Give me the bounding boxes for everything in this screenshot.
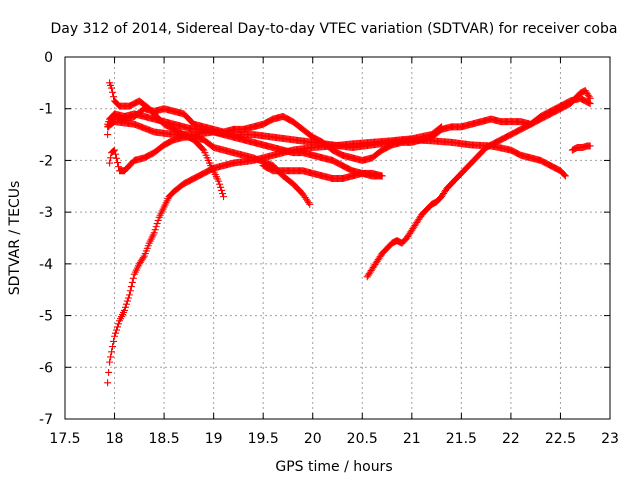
x-tick-label: 19.5	[248, 431, 279, 447]
data-point	[150, 229, 158, 237]
data-point	[585, 93, 593, 101]
data-point	[151, 226, 159, 234]
data-point	[106, 358, 114, 366]
x-tick-label: 23	[601, 431, 619, 447]
data-point	[217, 183, 225, 191]
y-tick-label: -1	[39, 102, 53, 118]
data-point	[105, 368, 113, 376]
data-point	[104, 131, 112, 139]
plot-frame	[64, 56, 611, 420]
data-point	[114, 323, 122, 331]
y-tick-label: -6	[39, 360, 53, 376]
data-point	[129, 274, 137, 282]
data-point	[218, 186, 226, 194]
data-point	[152, 223, 160, 231]
data-point	[111, 332, 119, 340]
data-point	[199, 145, 207, 153]
data-point	[127, 283, 135, 291]
data-point	[139, 254, 147, 262]
data-point	[113, 326, 121, 334]
data-point	[378, 172, 386, 180]
data-point	[112, 329, 120, 337]
data-point	[106, 159, 114, 167]
axis-ticks: 17.5 18 18.5 19 19.5 20 20.5 21 21.5 22 22.5 23 0 -1 -…	[39, 50, 619, 447]
data-point	[121, 303, 129, 311]
data-point	[306, 200, 314, 208]
data-point	[113, 154, 121, 162]
data-point	[154, 216, 162, 224]
x-tick-label: 19	[205, 431, 223, 447]
data-point	[585, 99, 593, 107]
x-tick-label: 17.5	[49, 431, 80, 447]
series-arc-i	[568, 142, 594, 154]
data-point	[111, 146, 119, 154]
data-point	[153, 220, 161, 228]
data-point	[110, 93, 118, 101]
x-tick-label: 18	[106, 431, 124, 447]
series-arc-h	[363, 87, 594, 281]
data-point	[586, 142, 594, 150]
data-point	[115, 320, 123, 328]
series-arc-g	[259, 162, 386, 183]
data-point	[104, 379, 112, 387]
x-tick-label: 20.5	[347, 431, 378, 447]
data-point	[560, 171, 568, 179]
data-point	[125, 291, 133, 299]
data-point	[108, 84, 116, 92]
data-point	[115, 163, 123, 171]
x-tick-label: 22.5	[545, 431, 576, 447]
data-point	[124, 294, 132, 302]
data-point	[107, 353, 115, 361]
data-point	[123, 297, 131, 305]
y-tick-label: -3	[39, 205, 53, 221]
chart-title: Day 312 of 2014, Sidereal Day-to-day VTE…	[51, 21, 618, 37]
data-point	[215, 177, 223, 185]
x-axis-label: GPS time / hours	[275, 459, 392, 475]
y-axis-label: SDTVAR / TECUs	[7, 181, 23, 296]
data-point	[120, 306, 128, 314]
data-point	[109, 343, 117, 351]
data-point	[219, 190, 227, 198]
series-arc-f	[104, 118, 569, 180]
data-point	[128, 278, 136, 286]
data-point	[107, 154, 115, 162]
y-tick-label: -2	[39, 153, 53, 169]
x-tick-label: 21	[403, 431, 421, 447]
x-tick-label: 22	[502, 431, 520, 447]
data-point	[220, 193, 228, 201]
data-point	[305, 199, 313, 207]
data-point	[586, 94, 594, 102]
data-point	[122, 300, 130, 308]
data-point	[561, 172, 569, 180]
data-points	[104, 79, 594, 387]
y-tick-label: -7	[39, 412, 53, 428]
grid-lines	[65, 57, 610, 419]
data-point	[114, 158, 122, 166]
x-tick-label: 20	[304, 431, 322, 447]
data-point	[108, 348, 116, 356]
x-tick-label: 18.5	[149, 431, 180, 447]
data-point	[112, 150, 120, 158]
y-tick-label: -4	[39, 257, 53, 273]
x-tick-label: 21.5	[446, 431, 477, 447]
y-tick-label: 0	[44, 50, 53, 66]
data-point	[126, 287, 134, 295]
y-tick-label: -5	[39, 309, 53, 325]
data-point	[216, 180, 224, 188]
data-point	[109, 88, 117, 96]
data-point	[110, 337, 118, 345]
